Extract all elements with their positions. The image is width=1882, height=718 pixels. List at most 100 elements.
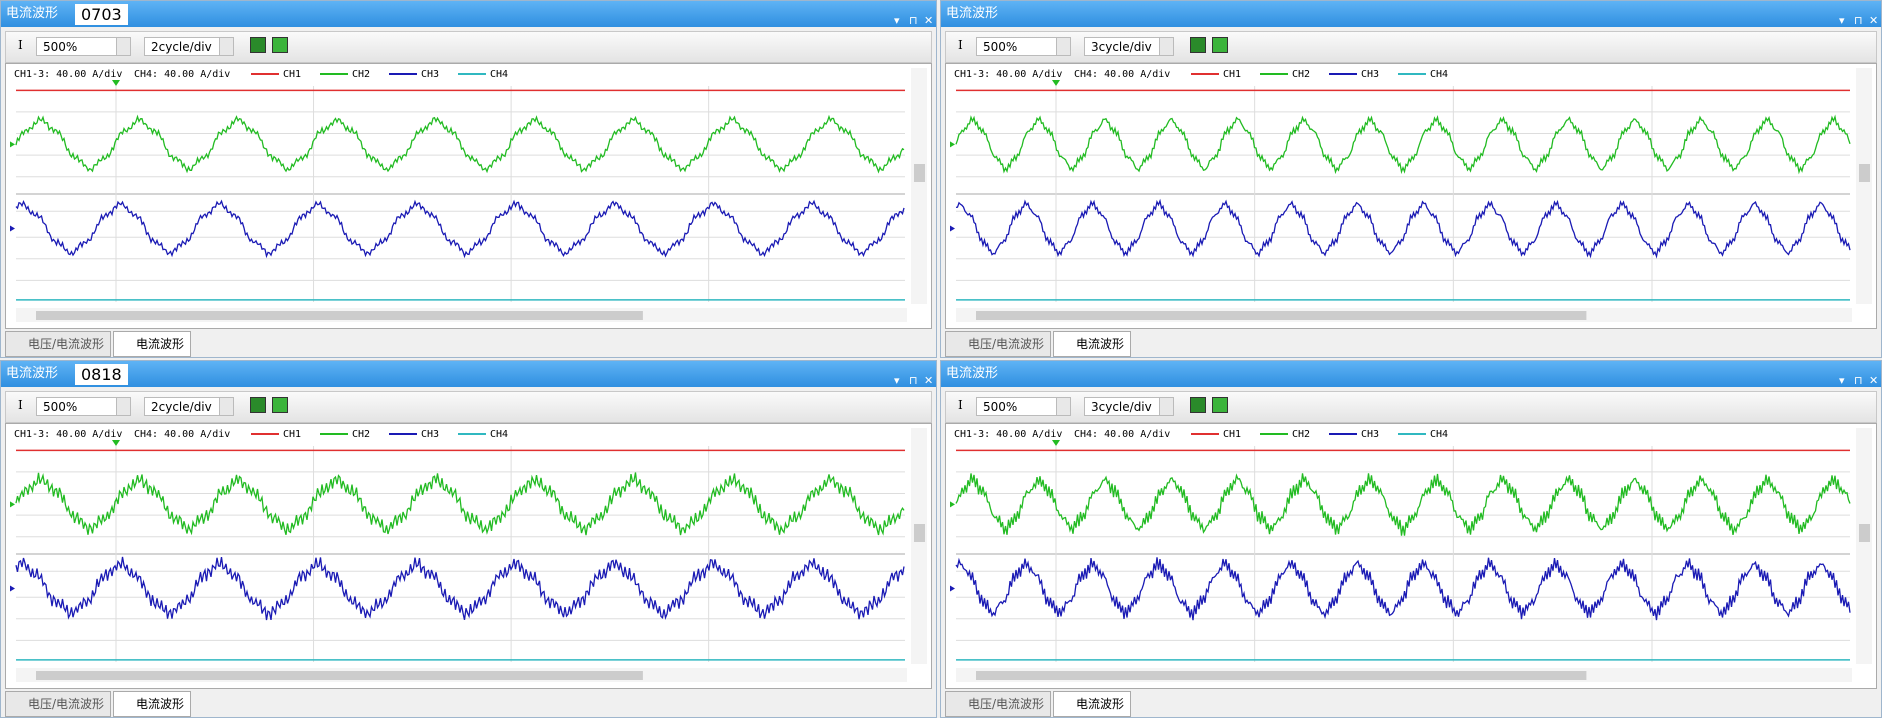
tab[interactable]: 电压/电流波形 [945, 331, 1052, 357]
toolbar-icon-text: I [958, 398, 963, 412]
scale-label: CH1-3: 40.00 A/div [14, 429, 122, 440]
trigger-marker [1052, 80, 1060, 86]
toolbar-icon-text: I [18, 398, 23, 412]
timebase-select[interactable]: 2cycle/div [144, 37, 234, 56]
window-button[interactable]: ⊓ [909, 374, 918, 387]
scroll-thumb[interactable] [976, 671, 1587, 680]
channel-marker [10, 225, 15, 232]
legend-label: CH2 [1292, 69, 1310, 80]
tab-strip: 电压/电流波形 电流波形 [945, 691, 1133, 717]
vertical-scrollbar[interactable] [1856, 428, 1872, 664]
scroll-thumb[interactable] [1859, 164, 1870, 182]
toolbar-button[interactable] [272, 37, 288, 53]
tab-strip: 电压/电流波形 电流波形 [945, 331, 1133, 357]
legend-label: CH1 [283, 69, 301, 80]
legend-label: CH2 [352, 69, 370, 80]
legend-label: CH2 [352, 429, 370, 440]
vertical-scrollbar[interactable] [1856, 68, 1872, 304]
panel-title: 电流波形 [946, 366, 999, 381]
tab[interactable]: 电流波形 [113, 691, 192, 717]
toolbar-button[interactable] [1212, 37, 1228, 53]
legend-label: CH1 [1223, 429, 1241, 440]
waveform-chart: CH1-3: 40.00 A/div CH4: 40.00 A/div CH1 CH2… [950, 68, 1872, 322]
channel-marker [950, 225, 955, 232]
chart-frame: CH1-3: 40.00 A/div CH4: 40.00 A/div CH1 CH2… [5, 423, 932, 689]
title-bar: 电流波形 ▾ ⊓ ✕ [941, 361, 1881, 387]
panel-title: 电流波形 [6, 6, 59, 21]
toolbar: I 500% 2cycle/div [5, 391, 932, 423]
legend-label: CH3 [421, 429, 439, 440]
scale-label: CH1-3: 40.00 A/div [954, 429, 1062, 440]
tab[interactable]: 电流波形 [1053, 691, 1132, 717]
toolbar-button[interactable] [250, 397, 266, 413]
tab[interactable]: 电压/电流波形 [5, 691, 112, 717]
window-button[interactable]: ✕ [924, 374, 934, 387]
scroll-thumb[interactable] [914, 524, 925, 542]
scroll-thumb[interactable] [976, 311, 1587, 320]
timebase-select[interactable]: 3cycle/div [1084, 397, 1174, 416]
toolbar-button[interactable] [250, 37, 266, 53]
trigger-marker [1052, 440, 1060, 446]
scale-label: CH4: 40.00 A/div [1074, 69, 1170, 80]
panel: 电流波形 ▾ ⊓ ✕ I 500% 3cycle/div CH1-3: 40.00 A/div… [940, 360, 1882, 718]
legend-label: CH2 [1292, 429, 1310, 440]
scroll-thumb[interactable] [36, 311, 643, 320]
toolbar: I 500% 3cycle/div [945, 31, 1877, 63]
zoom-select[interactable]: 500% [976, 397, 1071, 416]
waveform-chart: CH1-3: 40.00 A/div CH4: 40.00 A/div CH1 CH2… [950, 428, 1872, 682]
window-button[interactable]: ▾ [1839, 374, 1845, 387]
window-button[interactable]: ✕ [924, 14, 934, 27]
channel-trace [955, 114, 1851, 175]
zoom-select[interactable]: 500% [976, 37, 1071, 56]
tab[interactable]: 电压/电流波形 [945, 691, 1052, 717]
toolbar-button[interactable] [1212, 397, 1228, 413]
window-button[interactable]: ⊓ [1854, 374, 1863, 387]
toolbar-button[interactable] [1190, 37, 1206, 53]
tab[interactable]: 电压/电流波形 [5, 331, 112, 357]
zoom-select[interactable]: 500% [36, 37, 131, 56]
scale-label: CH1-3: 40.00 A/div [14, 69, 122, 80]
window-button[interactable]: ▾ [1839, 14, 1845, 27]
scroll-thumb[interactable] [1859, 524, 1870, 542]
tab[interactable]: 电流波形 [1053, 331, 1132, 357]
panel: 电流波形 ▾ ⊓ ✕ I 500% 3cycle/div CH1-3: 40.00 A/div… [940, 0, 1882, 358]
legend-label: CH4 [490, 69, 508, 80]
chart-frame: CH1-3: 40.00 A/div CH4: 40.00 A/div CH1 CH2… [5, 63, 932, 329]
toolbar-button[interactable] [272, 397, 288, 413]
channel-trace [955, 198, 1851, 259]
scale-label: CH4: 40.00 A/div [134, 69, 230, 80]
vertical-scrollbar[interactable] [911, 428, 927, 664]
panel-label: 0703 [75, 4, 128, 25]
channel-marker [10, 141, 15, 148]
toolbar-icon-text: I [958, 38, 963, 52]
timebase-select[interactable]: 2cycle/div [144, 397, 234, 416]
waveform-chart: CH1-3: 40.00 A/div CH4: 40.00 A/div CH1 CH2… [10, 68, 927, 322]
channel-trace [955, 473, 1851, 536]
zoom-select[interactable]: 500% [36, 397, 131, 416]
channel-marker [950, 501, 955, 508]
toolbar-button[interactable] [1190, 397, 1206, 413]
vertical-scrollbar[interactable] [911, 68, 927, 304]
window-button[interactable]: ✕ [1869, 14, 1879, 27]
scroll-thumb[interactable] [36, 671, 643, 680]
scale-label: CH4: 40.00 A/div [1074, 429, 1170, 440]
window-button[interactable]: ⊓ [909, 14, 918, 27]
panel-title: 电流波形 [6, 366, 59, 381]
timebase-select[interactable]: 3cycle/div [1084, 37, 1174, 56]
channel-marker [950, 141, 955, 148]
waveform-chart: CH1-3: 40.00 A/div CH4: 40.00 A/div CH1 CH2… [10, 428, 927, 682]
scroll-thumb[interactable] [914, 164, 925, 182]
channel-trace [15, 199, 905, 259]
legend-label: CH3 [1361, 429, 1379, 440]
title-bar: 电流波形 0818 ▾ ⊓ ✕ [1, 361, 936, 387]
legend-label: CH4 [1430, 69, 1448, 80]
trigger-marker [112, 80, 120, 86]
window-button[interactable]: ⊓ [1854, 14, 1863, 27]
tab[interactable]: 电流波形 [113, 331, 192, 357]
window-button[interactable]: ▾ [894, 14, 900, 27]
channel-marker [10, 585, 15, 592]
window-button[interactable]: ✕ [1869, 374, 1879, 387]
window-button[interactable]: ▾ [894, 374, 900, 387]
toolbar: I 500% 2cycle/div [5, 31, 932, 63]
